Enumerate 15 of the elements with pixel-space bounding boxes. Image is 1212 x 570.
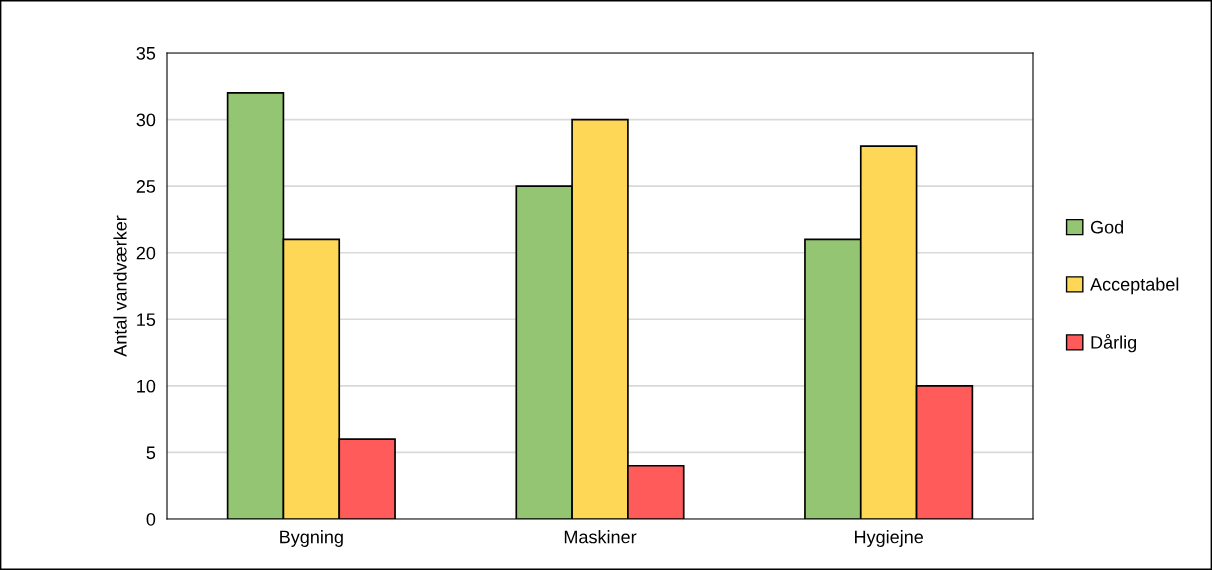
y-tick-label: 30 — [136, 113, 156, 127]
x-tick-label: Hygiejne — [855, 530, 923, 547]
y-tick-label: 25 — [136, 180, 156, 193]
y-tick-label: 10 — [137, 379, 156, 393]
x-tick-label: Bygning — [280, 530, 343, 547]
y-tick-label: 5 — [146, 446, 156, 460]
y-tick-label: 15 — [137, 313, 156, 327]
y-tick-label: 0 — [146, 512, 156, 526]
y-tick-label: 20 — [136, 246, 156, 260]
legend-label: Dårlig — [1091, 334, 1137, 353]
y-axis-title: Antal vandværker — [113, 215, 127, 357]
y-tick-label: 35 — [136, 46, 156, 60]
x-tick-label: Maskiner — [564, 530, 637, 544]
legend-label: God — [1090, 220, 1124, 234]
legend-label: Acceptabel — [1090, 277, 1179, 295]
